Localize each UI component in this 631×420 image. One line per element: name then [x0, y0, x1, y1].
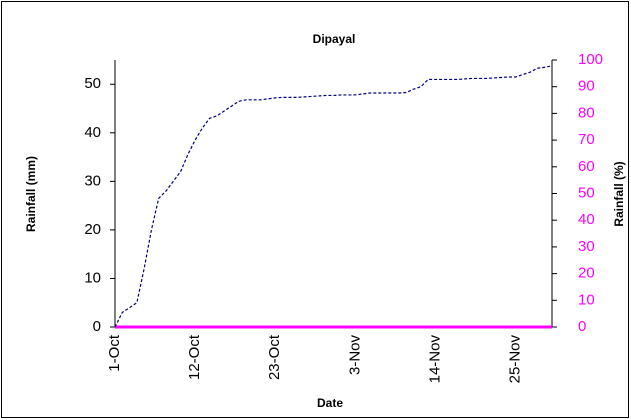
x-tick-label: 1-Oct: [106, 334, 123, 372]
y2-tick-label: 60: [578, 158, 595, 175]
y2-tick-label: 10: [578, 291, 595, 308]
y2-tick-label: 90: [578, 78, 595, 95]
y2-tick-label: 70: [578, 131, 595, 148]
x-tick-label: 12-Oct: [186, 334, 203, 380]
y2-tick-label: 0: [578, 318, 586, 335]
y-tick-label: 0: [93, 318, 101, 335]
x-tick-label: 23-Oct: [266, 334, 283, 380]
y-tick-label: 30: [84, 172, 101, 189]
y2-tick-label: 40: [578, 211, 595, 228]
y-tick-label: 20: [84, 221, 101, 238]
y2-tick-label: 80: [578, 104, 595, 121]
y-tick-label: 40: [84, 124, 101, 141]
y2-tick-label: 20: [578, 265, 595, 282]
y-tick-label: 10: [84, 269, 101, 286]
y-axis-label: Rainfall (mm): [24, 156, 38, 232]
x-tick-label: 14-Nov: [426, 335, 443, 384]
x-tick-label: 3-Nov: [346, 335, 363, 376]
chart-title: Dipayal: [313, 32, 356, 46]
y2-tick-label: 50: [578, 184, 595, 201]
y2-tick-label: 30: [578, 238, 595, 255]
y-tick-label: 50: [84, 75, 101, 92]
x-axis-label: Date: [317, 396, 343, 410]
y2-tick-label: 100: [578, 51, 603, 68]
y2-axis-label: Rainfall (%): [612, 161, 626, 226]
data-line: [114, 65, 553, 328]
x-tick-label: 25-Nov: [507, 335, 524, 384]
